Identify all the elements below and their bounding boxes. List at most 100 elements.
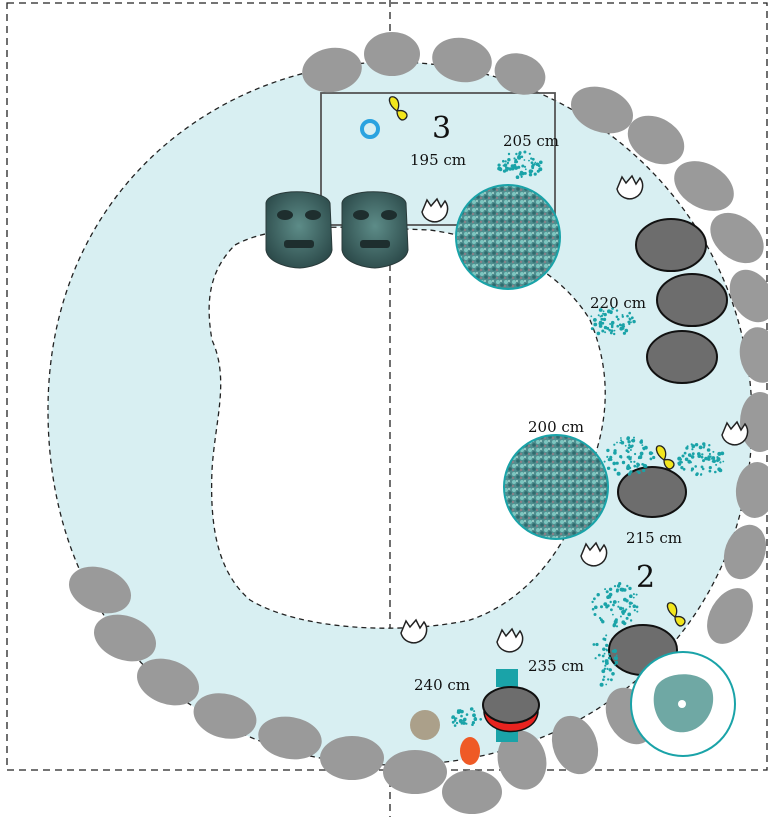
bead-dot (603, 312, 607, 317)
bead-dot (508, 167, 512, 171)
bead-dot (616, 324, 619, 328)
bead-dot (600, 605, 603, 609)
bead-dot (691, 448, 694, 451)
bead-dot (627, 440, 631, 444)
bead-dot (614, 618, 618, 622)
shell-icon (580, 542, 608, 567)
bead-dot (519, 170, 524, 175)
bead-dot (624, 328, 629, 333)
bead-dot (606, 667, 609, 671)
bead-dot (638, 455, 643, 460)
bead-dot (521, 164, 525, 168)
bead-dot (613, 649, 617, 653)
bead-dot (620, 456, 623, 459)
bead-dot (451, 715, 456, 719)
offering-group (410, 669, 540, 765)
bead-dot (530, 157, 533, 160)
zone-3-box (320, 92, 556, 226)
bead-dot (591, 600, 594, 604)
bead-dot (677, 458, 680, 460)
bead-dot (629, 445, 633, 449)
bead-dot (472, 713, 476, 718)
bead-dot (636, 465, 639, 468)
bead-dot (593, 613, 597, 616)
bead-dot (612, 604, 615, 607)
bead-dot (465, 722, 468, 725)
bead-dot (533, 172, 537, 176)
bead-dot (511, 167, 515, 171)
bead-dot (688, 459, 691, 462)
bead-dot (530, 161, 534, 165)
bead-dot (598, 324, 603, 328)
bead-dot (628, 601, 633, 605)
bead-dot (717, 451, 722, 456)
bead-dot (524, 168, 527, 171)
bead-dot (460, 710, 463, 714)
bead-dot (694, 465, 697, 468)
bead-dot (606, 448, 610, 453)
bead-dot (623, 597, 627, 602)
bead-dot (599, 618, 603, 622)
bead-dot (607, 458, 611, 462)
bead-dot (708, 444, 711, 447)
bead-dot (614, 656, 618, 661)
bead-dot (712, 459, 716, 463)
bead-dot (617, 318, 620, 321)
bead-dot (627, 464, 630, 467)
bead-dot (718, 468, 723, 473)
bead-dot (716, 459, 719, 463)
bead-dot (621, 460, 626, 465)
bead-dot (514, 160, 517, 164)
bead-dot (607, 656, 611, 660)
bead-dot (514, 158, 518, 161)
bead-dot (700, 465, 704, 469)
bead-dot (706, 448, 711, 452)
bead-dot (632, 593, 635, 596)
bead-dot (690, 455, 695, 459)
bead-dot (636, 470, 639, 473)
bead-dot (609, 310, 613, 314)
bead-dot (612, 623, 616, 628)
bead-dot (606, 604, 610, 608)
bead-dot (479, 718, 483, 721)
bead-dot (608, 668, 612, 672)
shell-icon (421, 198, 449, 223)
bead-dot (634, 452, 637, 456)
bead-dot (605, 643, 609, 648)
bead-dot (711, 456, 716, 460)
bead-dot (627, 320, 631, 324)
bead-dot (592, 643, 596, 646)
bead-dot (593, 318, 597, 322)
bead-dot (601, 654, 605, 658)
bead-dot (599, 682, 604, 687)
bead-dot (605, 683, 608, 686)
bead-dot (629, 449, 632, 451)
bead-dot (517, 165, 521, 169)
bead-dot (611, 672, 615, 676)
bead-dot (474, 716, 477, 720)
bead-dot (607, 594, 612, 599)
bead-dot (609, 600, 612, 604)
bead-dot (603, 460, 606, 463)
bead-dot (619, 587, 624, 592)
mask-icon (341, 191, 409, 269)
bead-dot (618, 584, 621, 587)
bead-dot (719, 461, 722, 464)
bead-dot (590, 327, 594, 331)
bead-dot (471, 721, 475, 725)
bead-dot (534, 161, 537, 164)
bead-dot (632, 596, 635, 599)
bead-dot (618, 582, 622, 586)
bead-dot (623, 588, 627, 592)
bead-dot (612, 600, 617, 604)
bead-dot (537, 170, 540, 173)
depth-label-205: 205 cm (503, 132, 559, 150)
zone-2-label: 2 (636, 560, 655, 595)
bead-dot (612, 461, 616, 466)
bead-dot (610, 678, 613, 682)
bead-dot (602, 317, 607, 322)
bead-dot (715, 463, 718, 466)
bead-dot (691, 452, 695, 456)
bead-dot (628, 586, 632, 591)
bead-dot (502, 159, 505, 163)
